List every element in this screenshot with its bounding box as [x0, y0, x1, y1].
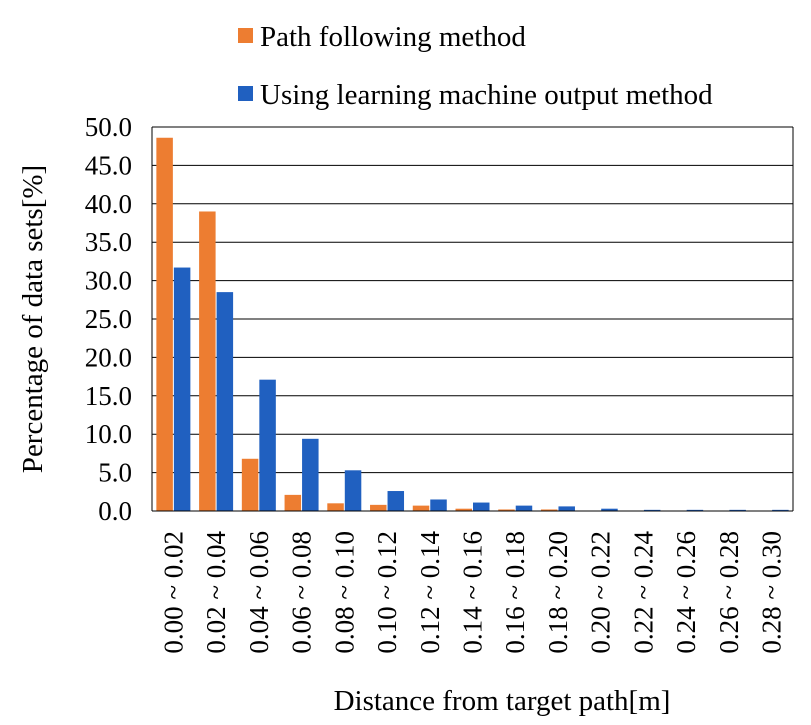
bar-learning-machine-10: [601, 508, 618, 511]
legend-swatch: [238, 28, 253, 43]
x-tick-labels: 0.00 ~ 0.02 0.02 ~ 0.04 0.04 ~ 0.06 0.06 ~ …: [158, 531, 786, 654]
bar-learning-machine-3: [302, 438, 319, 511]
bar-path-following-8: [498, 509, 515, 511]
x-tick-label: 0.28 ~ 0.30: [757, 531, 787, 654]
legend-swatch: [238, 86, 253, 101]
x-tick-label: 0.26 ~ 0.28: [714, 531, 744, 654]
axes: [151, 127, 794, 512]
y-tick-label: 0.0: [98, 496, 132, 526]
bar-path-following-5: [370, 504, 387, 511]
bar-path-following-7: [455, 508, 472, 511]
y-tick-label: 5.0: [98, 458, 132, 488]
bar-learning-machine-11: [643, 509, 661, 511]
bar-learning-machine-5: [387, 491, 405, 511]
x-tick-label: 0.06 ~ 0.08: [287, 531, 317, 654]
y-tick-label: 30.0: [85, 266, 132, 296]
y-tick-label: 50.0: [85, 112, 132, 142]
bars: [156, 137, 789, 512]
x-tick-label: 0.16 ~ 0.18: [500, 531, 530, 654]
bar-learning-machine-9: [558, 506, 575, 511]
bar-learning-machine-8: [515, 505, 533, 511]
legend-label: Path following method: [260, 21, 526, 53]
bar-path-following-1: [199, 211, 216, 512]
x-tick-label: 0.04 ~ 0.06: [244, 531, 274, 654]
legend-label: Using learning machine output method: [260, 79, 713, 111]
x-tick-label: 0.22 ~ 0.24: [628, 531, 658, 654]
bar-learning-machine-14: [772, 509, 789, 511]
y-tick-label: 10.0: [85, 419, 132, 449]
y-tick-labels: 0.0 5.0 10.0 15.0 20.0 25.0 30.0 35.0 40.0 45.0 50…: [85, 112, 132, 526]
y-tick-label: 40.0: [85, 189, 132, 219]
x-tick-label: 0.20 ~ 0.22: [586, 531, 616, 654]
x-tick-label: 0.02 ~ 0.04: [201, 531, 231, 654]
bar-learning-machine-4: [344, 470, 362, 511]
bar-path-following-2: [241, 458, 259, 511]
bar-path-following-4: [327, 503, 344, 511]
bar-learning-machine-12: [686, 509, 704, 511]
x-tick-label: 0.08 ~ 0.10: [329, 531, 359, 654]
y-tick-label: 35.0: [85, 227, 132, 257]
x-tick-label: 0.12 ~ 0.14: [415, 531, 445, 654]
bar-learning-machine-6: [430, 499, 447, 511]
x-tick-label: 0.14 ~ 0.16: [458, 531, 488, 654]
x-axis-title: Distance from target path[m]: [334, 685, 671, 717]
bar-learning-machine-2: [259, 379, 276, 511]
x-tick-label: 0.18 ~ 0.20: [543, 531, 573, 654]
y-tick-label: 45.0: [85, 150, 132, 180]
bar-path-following-3: [284, 494, 302, 511]
y-tick-label: 25.0: [85, 304, 132, 334]
bar-path-following-6: [412, 505, 430, 511]
x-tick-label: 0.10 ~ 0.12: [372, 531, 402, 654]
bar-learning-machine-1: [216, 292, 234, 511]
x-tick-label: 0.24 ~ 0.26: [671, 531, 701, 654]
bar-path-following-9: [540, 509, 558, 511]
bar-learning-machine-13: [729, 509, 746, 511]
legend: Path following method Using learning mach…: [238, 21, 713, 111]
bar-learning-machine-7: [473, 502, 490, 511]
y-tick-label: 20.0: [85, 342, 132, 372]
y-tick-label: 15.0: [85, 381, 132, 411]
grid-lines: [152, 126, 793, 512]
x-tick-label: 0.00 ~ 0.02: [158, 531, 188, 654]
bar-learning-machine-0: [173, 267, 191, 511]
bar-path-following-0: [156, 137, 173, 511]
y-axis-title: Percentage of data sets[%]: [17, 165, 49, 473]
